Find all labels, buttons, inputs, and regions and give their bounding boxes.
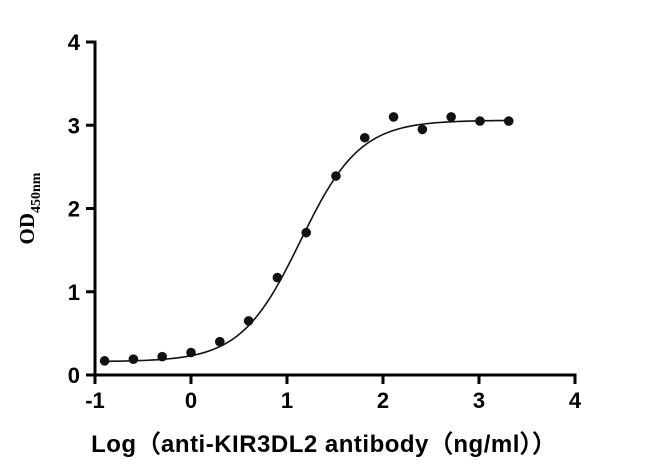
y-tick-label: 0: [68, 363, 80, 388]
y-tick-label: 3: [68, 113, 80, 138]
data-point: [157, 351, 167, 362]
data-point: [331, 171, 341, 181]
x-tick-label: -1: [85, 388, 105, 413]
data-point: [243, 316, 254, 326]
x-axis-title: Log（anti-KIR3DL2 antibody（ng/ml））: [91, 431, 557, 458]
data-point: [359, 132, 370, 143]
y-tick-label: 1: [68, 280, 80, 305]
x-tick-label: 1: [281, 388, 293, 413]
data-point: [301, 227, 312, 238]
data-point: [186, 347, 196, 358]
x-tick-label: 4: [569, 388, 582, 413]
fit-curve: [104, 119, 509, 363]
data-point: [503, 116, 514, 126]
data-point: [446, 112, 456, 122]
x-tick-label: 3: [473, 388, 485, 413]
axes: [93, 40, 577, 377]
data-point: [128, 354, 139, 364]
data-point: [215, 336, 225, 347]
x-tick-label: 0: [185, 388, 197, 413]
y-axis-title: OD450nm: [15, 172, 44, 244]
data-point: [388, 112, 399, 122]
y-tick-label: 4: [68, 30, 81, 55]
data-point: [272, 272, 283, 283]
y-tick-label: 2: [68, 197, 80, 222]
data-point: [417, 124, 428, 135]
data-point: [99, 356, 110, 366]
data-point: [475, 116, 485, 126]
x-tick-label: 2: [377, 388, 389, 413]
